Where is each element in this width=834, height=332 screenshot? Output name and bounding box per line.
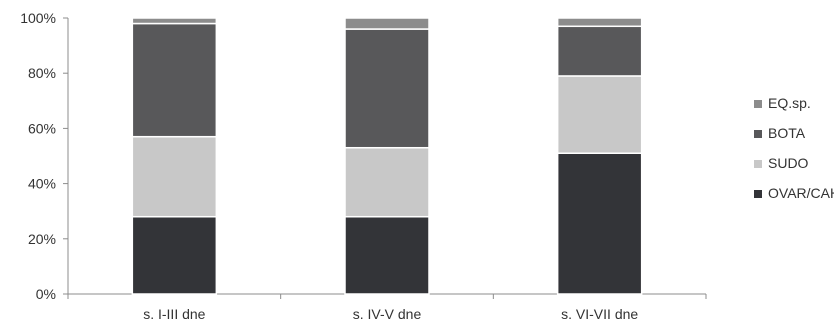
legend-label: SUDO <box>768 155 809 171</box>
x-tick-label: s. IV-V dne <box>353 306 422 322</box>
bar-segment <box>556 17 643 28</box>
bar-segment <box>344 17 430 30</box>
x-tick-label: s. VI-VII dne <box>561 306 638 322</box>
y-tick-label: 100% <box>20 10 56 26</box>
legend-label: EQ.sp. <box>768 95 811 111</box>
legend: EQ.sp. BOTA SUDO OVAR/CAHI <box>754 95 834 201</box>
bars <box>131 17 643 295</box>
y-tick-label: 0% <box>36 286 56 302</box>
y-tick-label: 20% <box>28 231 56 247</box>
bar-segment <box>131 17 218 25</box>
y-tick-label: 40% <box>28 176 56 192</box>
legend-swatch <box>754 160 762 168</box>
legend-swatch <box>754 100 762 108</box>
bar-segment <box>131 215 218 295</box>
bar-segment <box>344 28 430 149</box>
bar-segment <box>131 135 218 218</box>
legend-swatch <box>754 130 762 138</box>
bar-segment <box>556 152 643 295</box>
bar-segment <box>556 75 643 154</box>
bar-segment <box>344 215 430 295</box>
x-tick-label: s. I-III dne <box>143 306 205 322</box>
bar-segment <box>556 25 643 77</box>
bar-segment <box>344 146 430 218</box>
y-tick-label: 80% <box>28 65 56 81</box>
legend-label: OVAR/CAHI <box>768 185 834 201</box>
axes: 0% 20% 40% 60% 80% 100% s. I-III dne s. IV-V dn… <box>20 10 707 322</box>
y-tick-label: 60% <box>28 120 56 136</box>
legend-label: BOTA <box>768 125 806 141</box>
bar-segment <box>131 22 218 138</box>
legend-swatch <box>754 190 762 198</box>
